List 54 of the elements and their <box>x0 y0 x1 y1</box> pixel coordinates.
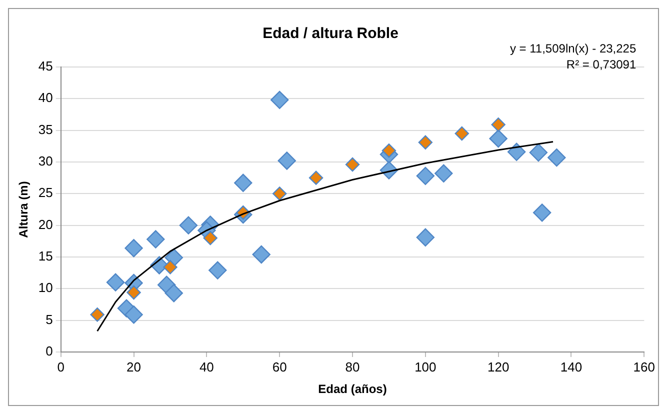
x-tick-label: 140 <box>560 359 582 374</box>
point <box>491 118 506 132</box>
point <box>90 308 104 322</box>
point <box>434 164 453 182</box>
text: y = 11,509ln(x) - 23,225 <box>510 41 636 56</box>
point <box>252 245 270 264</box>
point <box>416 228 435 246</box>
y-tick-label: 15 <box>38 248 53 264</box>
point <box>345 157 360 172</box>
point <box>382 144 396 158</box>
point <box>124 306 143 324</box>
point <box>164 284 183 302</box>
point <box>529 143 548 162</box>
x-tick-label: 100 <box>414 359 436 374</box>
point <box>146 230 165 248</box>
point <box>163 260 178 274</box>
y-tick-label: 45 <box>38 58 53 74</box>
point <box>126 285 141 300</box>
point <box>532 204 552 222</box>
x-tick-label: 40 <box>199 359 214 374</box>
y-tick-label: 0 <box>46 344 53 359</box>
x-tick-label: 80 <box>345 359 360 374</box>
point <box>454 126 469 141</box>
x-tick-label: 160 <box>633 359 656 374</box>
y-tick-label: 5 <box>46 312 53 327</box>
point <box>548 148 566 167</box>
point <box>106 273 125 292</box>
point <box>124 239 143 258</box>
y-axis-title: Altura (m) <box>16 181 31 238</box>
y-tick-label: 30 <box>38 154 53 169</box>
point <box>507 142 526 161</box>
point <box>272 186 287 201</box>
x-tick-label: 20 <box>126 359 142 374</box>
y-tick-label: 35 <box>38 122 53 137</box>
point <box>234 174 252 192</box>
point <box>416 166 435 186</box>
point <box>418 135 433 150</box>
point <box>203 230 218 246</box>
chart-title: Edad / altura Roble <box>262 25 398 42</box>
y-tick-label: 25 <box>38 185 53 200</box>
point <box>489 129 508 148</box>
y-tick-label: 20 <box>38 216 53 232</box>
y-tick-label: 40 <box>38 90 53 106</box>
x-tick-label: 120 <box>487 359 510 374</box>
annotation: R² = 0,73091 <box>566 57 636 72</box>
point <box>208 261 227 280</box>
point <box>270 90 289 110</box>
x-tick-label: 60 <box>272 359 287 374</box>
x-tick-label: 0 <box>57 359 64 374</box>
point <box>308 170 324 185</box>
point <box>179 216 198 234</box>
y-tick-label: 10 <box>38 280 53 296</box>
point <box>278 152 296 170</box>
x-axis-title: Edad (años) <box>318 382 387 396</box>
